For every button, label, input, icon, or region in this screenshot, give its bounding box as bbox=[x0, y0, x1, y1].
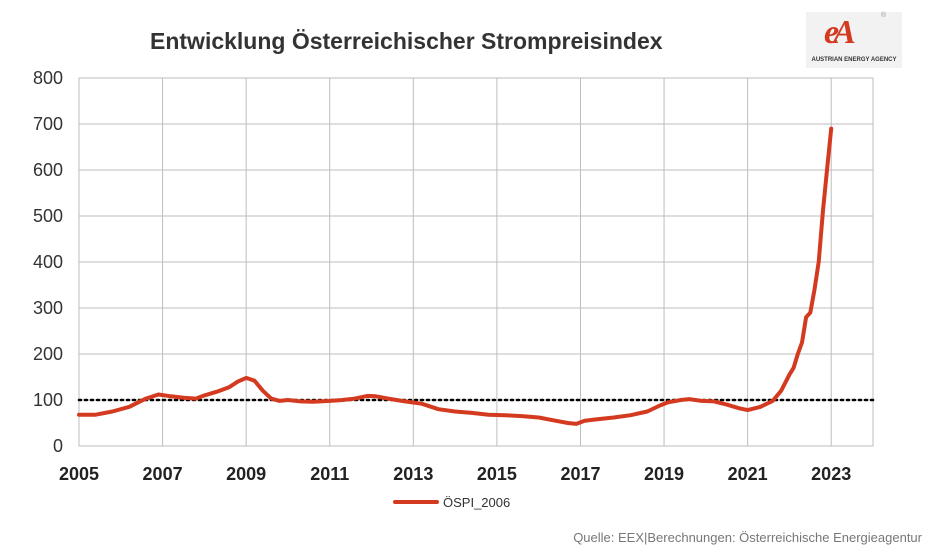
y-tick-label: 400 bbox=[33, 252, 63, 272]
chart-title: Entwicklung Österreichischer Strompreisi… bbox=[150, 28, 663, 54]
x-tick-label: 2017 bbox=[560, 464, 600, 484]
x-tick-label: 2011 bbox=[310, 464, 349, 484]
x-tick-label: 2005 bbox=[59, 464, 99, 484]
y-tick-label: 200 bbox=[33, 344, 63, 364]
y-tick-label: 500 bbox=[33, 206, 63, 226]
austrian-energy-agency-logo: eA ® AUSTRIAN ENERGY AGENCY bbox=[806, 12, 902, 68]
x-tick-label: 2007 bbox=[143, 464, 183, 484]
legend: ÖSPI_2006 bbox=[393, 495, 510, 510]
x-tick-label: 2019 bbox=[644, 464, 684, 484]
x-tick-label: 2015 bbox=[477, 464, 517, 484]
logo-text: AUSTRIAN ENERGY AGENCY bbox=[811, 57, 897, 63]
axis-ticks: 0 100 200 300 400 500 600 700 800 2005 2007 2009 201… bbox=[33, 68, 851, 484]
y-tick-label: 700 bbox=[33, 114, 63, 134]
x-tick-label: 2013 bbox=[393, 464, 433, 484]
y-tick-label: 300 bbox=[33, 298, 63, 318]
series-line-ospi-2006 bbox=[77, 126, 834, 426]
series-layer bbox=[77, 126, 875, 426]
y-tick-label: 600 bbox=[33, 160, 63, 180]
x-tick-label: 2021 bbox=[728, 464, 768, 484]
grid-lines bbox=[79, 78, 873, 446]
source-note: Quelle: EEX|Berechnungen: Österreichisch… bbox=[573, 530, 922, 545]
legend-label: ÖSPI_2006 bbox=[443, 495, 510, 510]
y-tick-label: 0 bbox=[53, 436, 63, 456]
x-tick-label: 2023 bbox=[811, 464, 851, 484]
x-tick-label: 2009 bbox=[226, 464, 266, 484]
y-tick-label: 100 bbox=[33, 390, 63, 410]
y-tick-label: 800 bbox=[33, 68, 63, 88]
registered-mark: ® bbox=[880, 12, 886, 19]
